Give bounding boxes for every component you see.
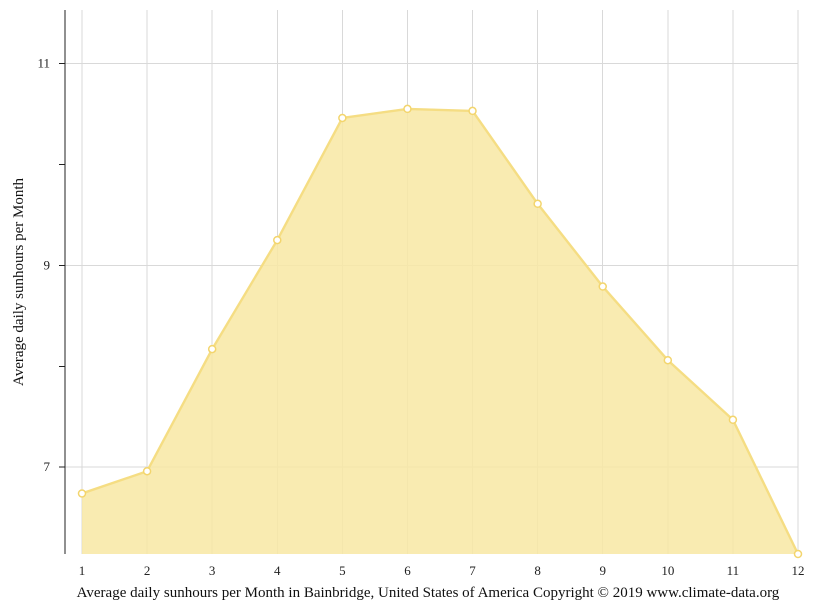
axis-layer (59, 10, 66, 554)
data-point-month-10 (663, 355, 673, 365)
x-tick-label-3: 3 (209, 563, 216, 578)
x-tick-label-11: 11 (727, 563, 740, 578)
data-point-month-12 (793, 549, 803, 559)
data-point-month-5 (338, 113, 347, 123)
x-tick-label-2: 2 (144, 563, 151, 578)
data-point-month-8 (533, 199, 542, 209)
x-tick-label-5: 5 (339, 563, 346, 578)
data-point-month-4 (273, 235, 282, 245)
y-tick-label-11: 11 (37, 55, 50, 70)
data-point-month-7 (468, 106, 477, 116)
data-point-month-11 (728, 415, 738, 425)
y-tick-label-7: 7 (44, 459, 51, 474)
x-tick-label-12: 12 (792, 563, 805, 578)
data-point-month-6 (403, 104, 412, 114)
data-point-month-1 (77, 489, 87, 498)
chart-caption: Average daily sunhours per Month in Bain… (77, 585, 780, 601)
x-tick-label-8: 8 (534, 563, 541, 578)
data-point-month-9 (598, 282, 607, 291)
x-tick-label-10: 10 (661, 563, 674, 578)
x-tick-label-4: 4 (274, 563, 281, 578)
sunhours-area (82, 108, 798, 554)
x-tick-label-6: 6 (404, 563, 411, 578)
marker-layer (77, 104, 803, 559)
data-point-month-2 (142, 466, 152, 476)
y-axis-title: Average daily sunhours per Month (11, 178, 27, 387)
x-tick-label-9: 9 (599, 563, 606, 578)
x-tick-label-7: 7 (469, 563, 476, 578)
y-tick-label-9: 9 (44, 257, 51, 272)
sunhours-line (80, 107, 800, 556)
data-point-month-3 (207, 344, 217, 354)
area-layer (80, 107, 800, 556)
x-tick-label-1: 1 (79, 563, 86, 578)
